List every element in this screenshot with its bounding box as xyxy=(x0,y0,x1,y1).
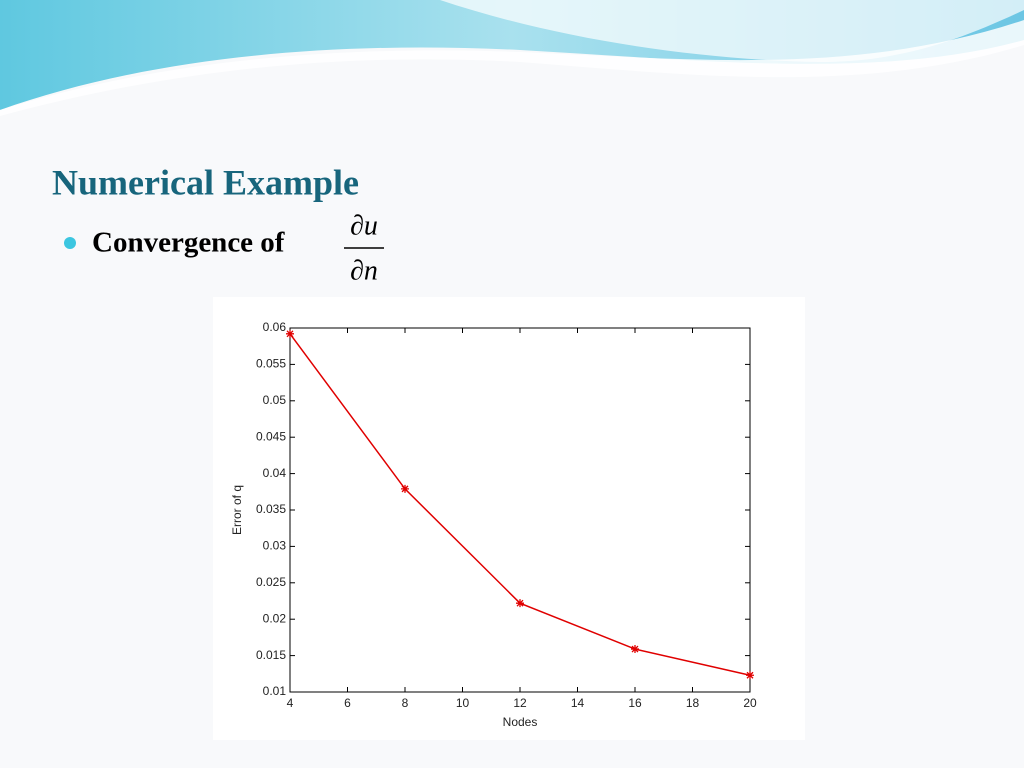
y-axis-label: Error of q xyxy=(230,485,244,535)
data-marker xyxy=(516,599,524,608)
x-tick-label: 12 xyxy=(513,696,527,710)
data-marker xyxy=(401,484,409,493)
x-tick-label: 16 xyxy=(628,696,642,710)
data-marker xyxy=(286,329,294,338)
y-tick-label: 0.055 xyxy=(256,357,286,371)
x-tick-label: 10 xyxy=(456,696,470,710)
chart: 0.01 0.015 0.02 0.025 0.03 0.035 0.04 0.045 0.05… xyxy=(230,320,757,729)
y-tick-label: 0.05 xyxy=(263,393,287,407)
x-tick-label: 14 xyxy=(571,696,585,710)
fraction-numerator: ∂u xyxy=(350,210,378,241)
fraction-denominator: ∂n xyxy=(350,255,378,286)
x-tick-label: 20 xyxy=(743,696,757,710)
y-tick-label: 0.045 xyxy=(256,429,286,443)
y-tick-label: 0.02 xyxy=(263,611,287,625)
x-tick-label: 4 xyxy=(287,696,294,710)
y-tick-label: 0.015 xyxy=(256,648,286,662)
y-tick-label: 0.01 xyxy=(263,684,287,698)
bullet-text: Convergence of xyxy=(92,227,285,259)
header-wave-highlight xyxy=(440,0,1024,62)
slide-title: Numerical Example xyxy=(52,162,359,202)
y-tick-label: 0.04 xyxy=(263,466,287,480)
bullet-dot xyxy=(64,237,76,249)
data-marker xyxy=(631,645,639,654)
x-tick-label: 18 xyxy=(686,696,700,710)
y-tick-label: 0.03 xyxy=(263,539,287,553)
y-tick-label: 0.025 xyxy=(256,575,286,589)
chart-panel xyxy=(213,297,805,740)
header-wave-light xyxy=(0,20,1024,116)
x-tick-label: 8 xyxy=(402,696,409,710)
y-tick-label: 0.035 xyxy=(256,502,286,516)
data-marker xyxy=(746,671,754,680)
x-axis-label: Nodes xyxy=(503,715,538,729)
x-tick-label: 6 xyxy=(344,696,351,710)
y-tick-label: 0.06 xyxy=(263,320,287,334)
